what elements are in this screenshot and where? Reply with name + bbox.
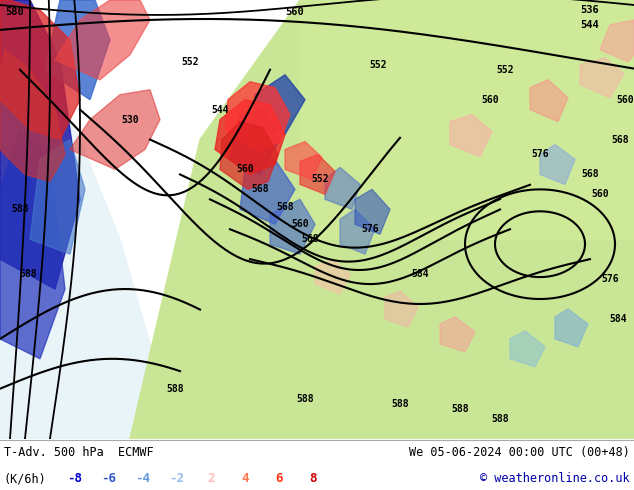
Text: -6: -6: [101, 472, 117, 485]
Text: 552: 552: [181, 57, 199, 67]
Polygon shape: [600, 20, 634, 62]
Polygon shape: [30, 140, 85, 254]
Polygon shape: [555, 309, 588, 347]
Polygon shape: [510, 331, 545, 367]
Text: 560: 560: [481, 95, 499, 105]
Text: 576: 576: [531, 149, 549, 159]
Polygon shape: [255, 75, 305, 135]
Text: 580: 580: [6, 7, 24, 17]
Text: (K/6h): (K/6h): [4, 472, 47, 485]
Polygon shape: [315, 259, 350, 294]
Text: 584: 584: [609, 314, 627, 324]
Text: 544: 544: [211, 105, 229, 115]
Text: 552: 552: [311, 174, 329, 184]
Text: 588: 588: [11, 204, 29, 214]
Polygon shape: [540, 145, 575, 184]
Text: 560: 560: [286, 7, 304, 17]
Polygon shape: [300, 0, 634, 239]
Text: -8: -8: [67, 472, 82, 485]
Polygon shape: [0, 0, 80, 140]
Text: -2: -2: [169, 472, 184, 485]
Text: 530: 530: [121, 115, 139, 124]
Polygon shape: [355, 189, 390, 234]
Polygon shape: [285, 142, 322, 179]
Polygon shape: [530, 80, 568, 122]
Text: 552: 552: [496, 65, 514, 75]
Polygon shape: [300, 154, 335, 195]
Text: 568: 568: [301, 234, 319, 244]
Polygon shape: [240, 159, 295, 224]
Text: 588: 588: [19, 269, 37, 279]
Polygon shape: [230, 110, 280, 174]
Polygon shape: [70, 90, 160, 170]
Polygon shape: [0, 0, 80, 289]
Text: 584: 584: [411, 269, 429, 279]
Text: 588: 588: [166, 384, 184, 393]
Text: 588: 588: [451, 404, 469, 414]
Text: © weatheronline.co.uk: © weatheronline.co.uk: [481, 472, 630, 485]
Text: 6: 6: [275, 472, 283, 485]
Text: 2: 2: [207, 472, 215, 485]
Text: 588: 588: [391, 399, 409, 409]
Polygon shape: [385, 291, 418, 327]
Text: 588: 588: [491, 414, 509, 424]
Polygon shape: [215, 99, 285, 174]
Text: -4: -4: [136, 472, 150, 485]
Polygon shape: [45, 0, 110, 99]
Polygon shape: [220, 122, 278, 189]
Text: 4: 4: [242, 472, 249, 485]
Polygon shape: [0, 0, 160, 439]
Polygon shape: [580, 58, 624, 98]
Polygon shape: [225, 82, 290, 151]
Polygon shape: [55, 0, 150, 80]
Text: 568: 568: [251, 184, 269, 195]
Text: 560: 560: [236, 165, 254, 174]
Text: 552: 552: [369, 60, 387, 70]
Polygon shape: [340, 209, 375, 254]
Text: T-Adv. 500 hPa  ECMWF: T-Adv. 500 hPa ECMWF: [4, 446, 153, 460]
Text: 568: 568: [581, 170, 598, 179]
Text: We 05-06-2024 00:00 UTC (00+48): We 05-06-2024 00:00 UTC (00+48): [409, 446, 630, 460]
Polygon shape: [325, 168, 360, 209]
Text: 8: 8: [309, 472, 317, 485]
Text: 588: 588: [296, 393, 314, 404]
Text: 560: 560: [291, 219, 309, 229]
Text: 560: 560: [591, 189, 609, 199]
Polygon shape: [270, 199, 315, 254]
Text: 576: 576: [601, 274, 619, 284]
Text: 568: 568: [611, 135, 629, 145]
Polygon shape: [440, 317, 475, 352]
Text: 576: 576: [361, 224, 378, 234]
Polygon shape: [0, 50, 65, 181]
Text: 536: 536: [581, 5, 599, 15]
Text: 568: 568: [276, 202, 294, 212]
Text: 544: 544: [581, 20, 599, 30]
Polygon shape: [450, 115, 492, 156]
Polygon shape: [0, 129, 65, 359]
Polygon shape: [130, 0, 634, 439]
Text: 560: 560: [616, 95, 634, 105]
